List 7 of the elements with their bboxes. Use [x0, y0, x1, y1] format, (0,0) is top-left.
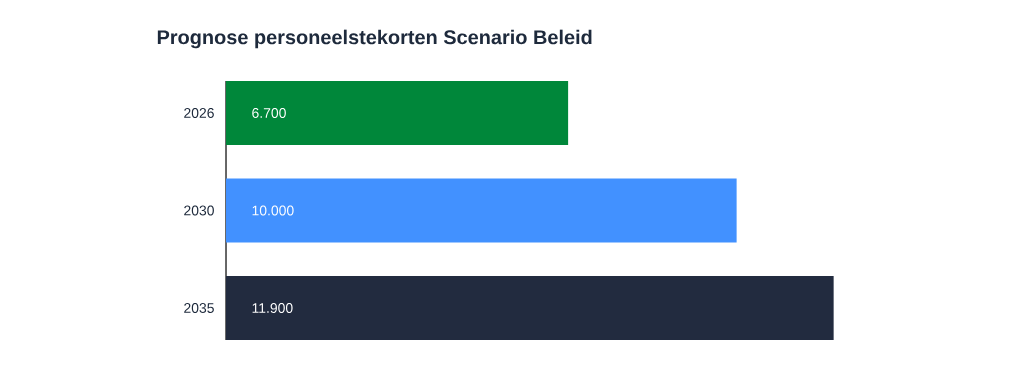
y-tick-label: 2030: [184, 205, 214, 216]
data-label: 6.700: [252, 108, 286, 118]
y-tick-label: 2035: [184, 303, 214, 313]
chart-title: Prognose personeelstekorten Scenario Beleid: [157, 29, 592, 49]
y-tick-label: 2026: [184, 108, 214, 118]
data-label: 11.900: [252, 303, 293, 313]
data-label: 10.000: [252, 205, 294, 216]
